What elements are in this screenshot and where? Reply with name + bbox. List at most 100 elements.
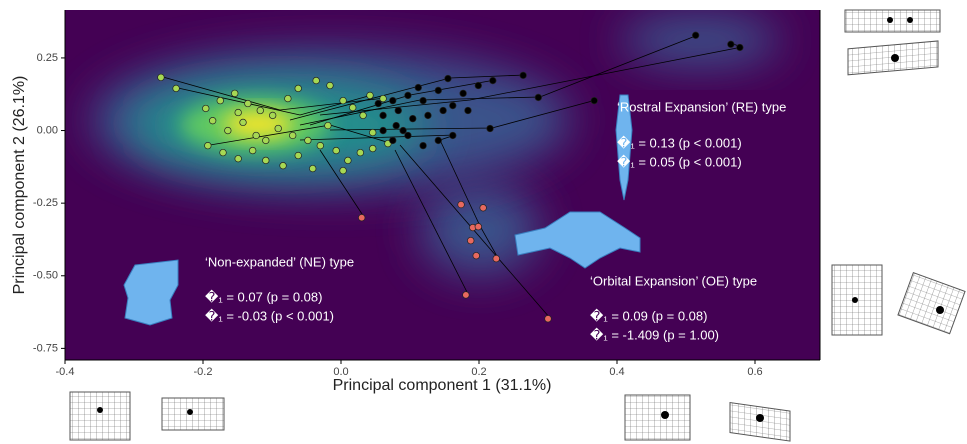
point	[467, 236, 475, 245]
point	[462, 291, 470, 299]
point	[459, 89, 467, 98]
point	[474, 223, 482, 231]
point	[209, 117, 217, 125]
point	[409, 114, 417, 123]
point	[434, 86, 442, 95]
point	[474, 81, 482, 90]
x-tick-label: 0.2	[471, 366, 486, 378]
point	[366, 91, 374, 100]
point	[692, 31, 700, 39]
point	[392, 121, 400, 130]
y-tick-label: -0.25	[33, 197, 58, 209]
annotation: �₁ = 0.07 (p = 0.08)	[205, 289, 322, 304]
y-tick-label: -0.50	[33, 270, 58, 282]
point	[332, 146, 340, 155]
annotation: ‘Non-expanded’ (NE) type	[205, 254, 354, 269]
point	[359, 111, 367, 120]
point	[389, 136, 397, 145]
point	[479, 204, 487, 212]
point	[404, 131, 412, 140]
point	[309, 164, 317, 173]
point	[339, 96, 347, 105]
point	[472, 252, 480, 260]
x-axis-label: Principal component 1 (31.1%)	[333, 377, 552, 394]
annotation: �₁ = -0.03 (p < 0.001)	[205, 308, 334, 323]
point	[374, 99, 382, 108]
point	[262, 136, 270, 145]
annotation: �₁ = -1.409 (p = 1.00)	[590, 327, 719, 342]
point	[304, 136, 312, 145]
point	[379, 111, 387, 120]
annotation: �₁ = 0.09 (p = 0.08)	[590, 308, 707, 323]
annotation: ‘Rostral Expansion’ (RE) type	[617, 99, 786, 114]
point	[316, 141, 324, 150]
point	[356, 148, 364, 157]
point	[444, 74, 452, 83]
point	[449, 131, 457, 140]
point	[379, 94, 387, 103]
point	[157, 73, 165, 82]
point	[489, 76, 497, 85]
x-tick-label: 0.0	[333, 366, 348, 378]
point	[457, 200, 465, 209]
point	[224, 126, 232, 135]
point	[249, 146, 257, 155]
point	[256, 106, 264, 115]
y-tick-label: 0.00	[37, 124, 58, 136]
point	[439, 106, 447, 115]
annotation: ‘Orbital Expansion’ (OE) type	[590, 273, 757, 288]
annotation: �₁ = 0.05 (p < 0.001)	[617, 154, 742, 169]
point	[324, 121, 332, 130]
points	[157, 31, 744, 323]
x-tick-label: 0.6	[747, 366, 762, 378]
point	[414, 83, 422, 92]
x-tick-label: -0.2	[194, 366, 213, 378]
oe-skull	[514, 211, 641, 269]
point	[358, 214, 366, 222]
point	[519, 71, 527, 80]
deformation-grids	[69, 9, 966, 442]
point	[399, 126, 407, 135]
point	[244, 99, 252, 108]
point	[202, 104, 210, 113]
point	[379, 126, 387, 135]
point	[289, 131, 297, 140]
point	[419, 141, 427, 150]
point	[234, 155, 242, 163]
point	[394, 106, 402, 115]
x-tick-label: 0.4	[609, 366, 624, 378]
re-skull	[615, 94, 633, 201]
point	[279, 162, 287, 170]
point	[449, 101, 457, 110]
point	[284, 94, 292, 103]
point	[389, 96, 397, 105]
point	[369, 144, 377, 153]
point	[736, 43, 744, 52]
point	[294, 151, 302, 160]
x-tick-label: -0.4	[56, 366, 75, 378]
y-tick-label: 0.25	[37, 52, 58, 64]
point	[219, 148, 227, 157]
point	[404, 91, 412, 100]
point	[204, 141, 212, 150]
point	[434, 136, 442, 145]
point	[369, 128, 377, 137]
point	[231, 89, 239, 98]
ne-skull	[123, 259, 179, 326]
point	[252, 131, 260, 140]
point	[294, 84, 302, 93]
point	[727, 40, 735, 48]
point	[339, 166, 347, 175]
point	[349, 103, 357, 112]
point	[269, 111, 277, 120]
y-tick-label: -0.75	[33, 342, 58, 354]
point	[464, 106, 472, 115]
point	[534, 93, 542, 102]
point	[274, 124, 282, 133]
point	[172, 84, 180, 93]
point	[312, 76, 320, 85]
point	[234, 108, 242, 117]
point	[424, 111, 432, 120]
point	[544, 315, 552, 323]
